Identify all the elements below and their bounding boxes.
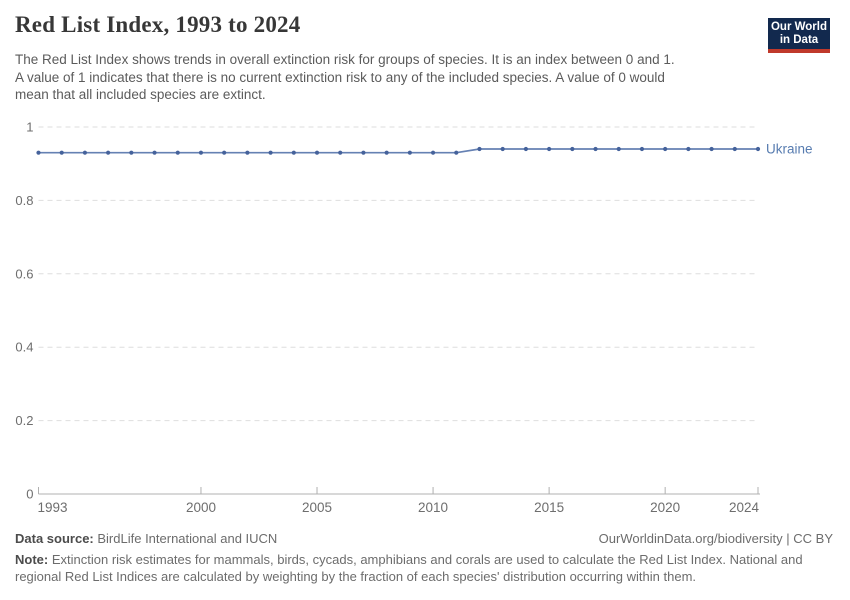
owid-logo-bar [768, 49, 830, 53]
data-point[interactable] [755, 146, 761, 152]
data-point[interactable] [593, 146, 598, 152]
data-point[interactable] [198, 150, 204, 155]
footer-note: Note: Extinction risk estimates for mamm… [15, 551, 830, 585]
data-point[interactable] [152, 150, 157, 155]
data-point[interactable] [338, 150, 343, 155]
page-title: Red List Index, 1993 to 2024 [15, 12, 301, 37]
data-point[interactable] [616, 146, 621, 152]
note-line: regional Red List Indices are calculated… [15, 569, 697, 584]
data-point[interactable] [314, 150, 320, 155]
attribution-link[interactable]: OurWorldinData.org/biodiversity | CC BY [598, 531, 833, 546]
note-label: Note: [15, 552, 49, 567]
data-point[interactable] [570, 146, 575, 152]
data-point[interactable] [454, 150, 459, 155]
y-tick-label: 0 [26, 487, 33, 502]
subtitle-line: A value of 1 indicates that there is no … [15, 69, 665, 85]
subtitle-line: The Red List Index shows trends in overa… [15, 52, 675, 67]
data-point[interactable] [222, 150, 227, 155]
data-point[interactable] [361, 150, 366, 155]
data-point[interactable] [639, 146, 645, 152]
x-tick-label: 2005 [302, 500, 332, 515]
data-point[interactable] [523, 146, 529, 152]
y-tick-label: 1 [26, 120, 33, 135]
owid-logo[interactable]: Our World in Data [768, 18, 830, 53]
chart-subtitle: The Red List Index shows trends in overa… [15, 51, 675, 104]
data-point[interactable] [663, 146, 668, 152]
y-tick-label: 0.8 [15, 193, 33, 208]
x-tick-label: 2010 [418, 500, 448, 515]
data-point[interactable] [477, 146, 482, 152]
x-tick-label: 2000 [186, 500, 216, 515]
y-tick-label: 0.4 [15, 340, 33, 355]
data-point[interactable] [59, 150, 64, 155]
data-point[interactable] [175, 150, 180, 155]
data-point[interactable] [384, 150, 389, 155]
data-point[interactable] [106, 150, 111, 155]
data-point[interactable] [291, 150, 296, 155]
datasource-value: BirdLife International and IUCN [97, 531, 278, 546]
data-point[interactable] [709, 146, 714, 152]
x-tick-label: 1993 [38, 500, 68, 515]
y-tick-label: 0.6 [15, 266, 33, 281]
datasource-label: Data source: [15, 531, 94, 546]
note-line: Extinction risk estimates for mammals, b… [51, 552, 803, 567]
x-tick-label: 2015 [534, 500, 564, 515]
x-tick-label: 2020 [650, 500, 680, 515]
subtitle-line: mean that all included species are extin… [15, 87, 266, 102]
data-point[interactable] [430, 150, 436, 155]
owid-logo-text: Our World in Data [768, 18, 830, 49]
data-point[interactable] [732, 146, 737, 152]
data-point[interactable] [407, 150, 412, 155]
y-tick-label: 0.2 [15, 413, 33, 428]
datasource-line: Data source: BirdLife International and … [15, 531, 277, 546]
data-point[interactable] [547, 146, 552, 152]
data-point[interactable] [500, 146, 505, 152]
x-tick-label: 2024 [729, 500, 760, 515]
series-label: Ukraine [766, 142, 813, 157]
data-point[interactable] [686, 146, 691, 152]
data-point[interactable] [268, 150, 273, 155]
data-point[interactable] [82, 150, 88, 155]
data-line [38, 148, 758, 154]
data-point[interactable] [129, 150, 134, 155]
data-point[interactable] [245, 150, 250, 155]
data-point[interactable] [36, 150, 41, 155]
chart-svg: 0 0.2 0.4 0.6 0.8 1 1993 2000 2005 2010 2015 2020 20… [15, 120, 813, 516]
